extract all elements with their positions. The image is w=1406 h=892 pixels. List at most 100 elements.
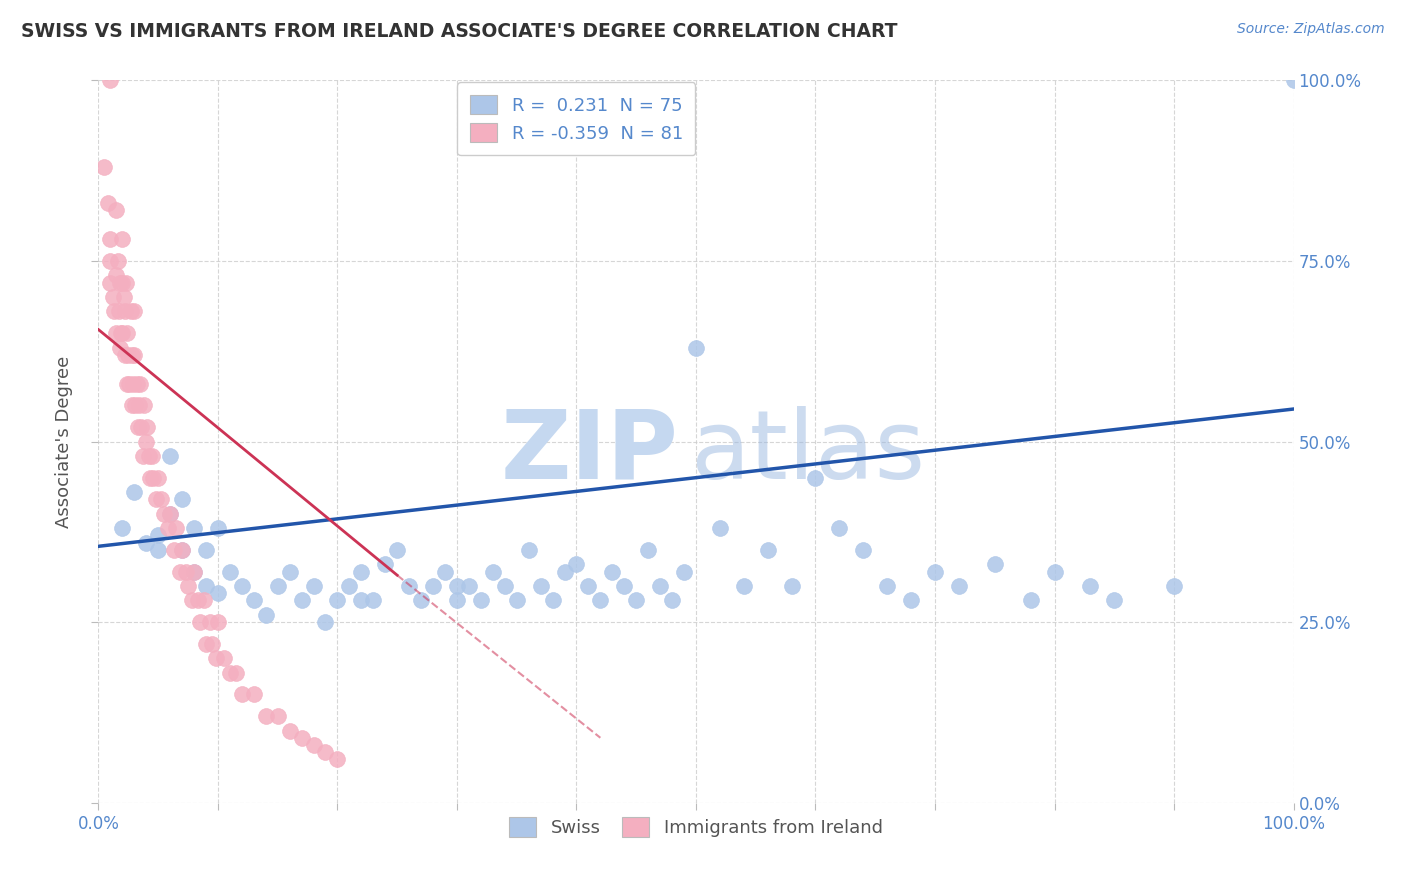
Point bbox=[828, 521, 851, 535]
Point bbox=[111, 326, 134, 340]
Point bbox=[494, 579, 516, 593]
Point bbox=[195, 579, 218, 593]
Point bbox=[111, 232, 134, 246]
Point bbox=[446, 579, 468, 593]
Point bbox=[98, 253, 122, 268]
Point bbox=[201, 637, 224, 651]
Point bbox=[149, 492, 172, 507]
Point bbox=[852, 542, 875, 557]
Point bbox=[124, 398, 146, 412]
Point bbox=[530, 579, 553, 593]
Point bbox=[98, 232, 122, 246]
Point bbox=[350, 565, 373, 579]
Point bbox=[278, 565, 301, 579]
Point bbox=[385, 542, 409, 557]
Point bbox=[145, 492, 167, 507]
Point bbox=[169, 565, 191, 579]
Point bbox=[121, 348, 143, 362]
Point bbox=[98, 276, 122, 290]
Point bbox=[637, 542, 659, 557]
Point bbox=[517, 542, 540, 557]
Point bbox=[183, 521, 205, 535]
Point bbox=[219, 565, 242, 579]
Point bbox=[948, 579, 970, 593]
Point bbox=[565, 558, 588, 572]
Point bbox=[103, 304, 125, 318]
Point bbox=[195, 637, 218, 651]
Point bbox=[350, 593, 373, 607]
Point bbox=[876, 579, 898, 593]
Point bbox=[121, 398, 143, 412]
Point bbox=[225, 665, 247, 680]
Legend: Swiss, Immigrants from Ireland: Swiss, Immigrants from Ireland bbox=[498, 806, 894, 848]
Point bbox=[159, 507, 181, 521]
Point bbox=[315, 745, 337, 759]
Point bbox=[131, 420, 153, 434]
Point bbox=[207, 521, 229, 535]
Point bbox=[105, 268, 128, 283]
Point bbox=[195, 542, 218, 557]
Point bbox=[411, 593, 433, 607]
Text: ZIP: ZIP bbox=[501, 406, 678, 499]
Point bbox=[1043, 565, 1066, 579]
Point bbox=[118, 376, 141, 391]
Point bbox=[374, 558, 396, 572]
Point bbox=[243, 687, 266, 701]
Point bbox=[132, 398, 155, 412]
Point bbox=[120, 304, 142, 318]
Point bbox=[172, 542, 194, 557]
Point bbox=[481, 565, 505, 579]
Point bbox=[136, 420, 159, 434]
Point bbox=[115, 326, 138, 340]
Point bbox=[159, 449, 181, 463]
Point bbox=[207, 586, 229, 600]
Point bbox=[172, 492, 194, 507]
Point bbox=[267, 579, 290, 593]
Point bbox=[127, 420, 149, 434]
Point bbox=[709, 521, 731, 535]
Point bbox=[291, 731, 314, 745]
Point bbox=[315, 615, 337, 630]
Point bbox=[141, 449, 163, 463]
Text: SWISS VS IMMIGRANTS FROM IRELAND ASSOCIATE'S DEGREE CORRELATION CHART: SWISS VS IMMIGRANTS FROM IRELAND ASSOCIA… bbox=[21, 22, 897, 41]
Point bbox=[780, 579, 803, 593]
Point bbox=[207, 615, 229, 630]
Point bbox=[115, 376, 138, 391]
Point bbox=[924, 565, 946, 579]
Point bbox=[1104, 593, 1126, 607]
Point bbox=[193, 593, 215, 607]
Point bbox=[1282, 73, 1305, 87]
Point bbox=[804, 470, 827, 484]
Point bbox=[125, 376, 148, 391]
Point bbox=[174, 565, 197, 579]
Point bbox=[138, 449, 160, 463]
Point bbox=[156, 521, 179, 535]
Point bbox=[291, 593, 314, 607]
Point bbox=[107, 253, 129, 268]
Point bbox=[183, 565, 205, 579]
Point bbox=[554, 565, 576, 579]
Point bbox=[111, 276, 134, 290]
Point bbox=[101, 290, 124, 304]
Point bbox=[112, 290, 135, 304]
Point bbox=[685, 341, 707, 355]
Point bbox=[339, 579, 361, 593]
Point bbox=[114, 348, 136, 362]
Point bbox=[446, 593, 468, 607]
Point bbox=[142, 470, 165, 484]
Point bbox=[541, 593, 564, 607]
Point bbox=[124, 348, 146, 362]
Point bbox=[756, 542, 779, 557]
Point bbox=[124, 485, 146, 500]
Point bbox=[135, 434, 157, 449]
Point bbox=[254, 709, 277, 723]
Point bbox=[231, 687, 253, 701]
Point bbox=[124, 304, 146, 318]
Point bbox=[148, 470, 170, 484]
Point bbox=[398, 579, 420, 593]
Point bbox=[219, 665, 242, 680]
Point bbox=[267, 709, 290, 723]
Point bbox=[198, 615, 221, 630]
Point bbox=[131, 449, 153, 463]
Point bbox=[107, 304, 129, 318]
